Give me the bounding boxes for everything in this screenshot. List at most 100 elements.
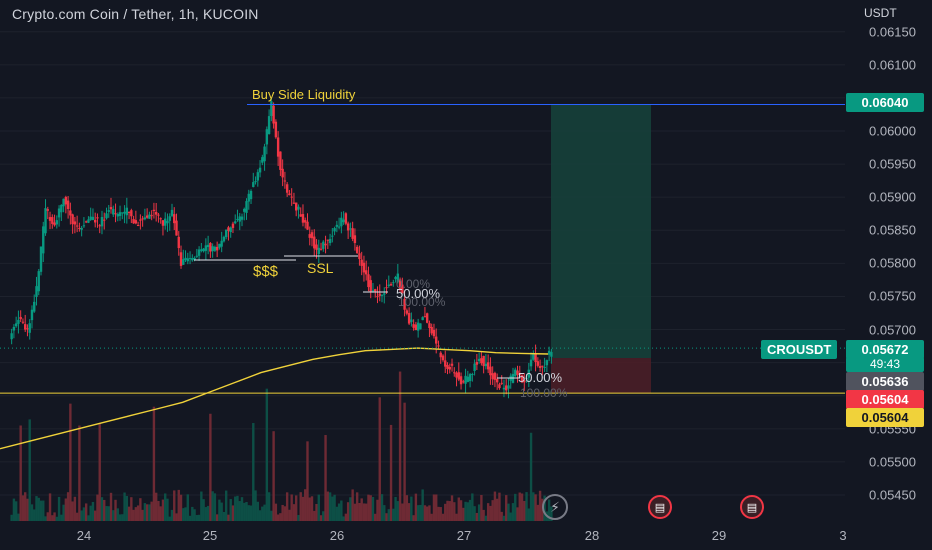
volume-bar	[353, 503, 357, 521]
candle-body	[448, 366, 451, 370]
candle-body	[351, 228, 354, 239]
candle-body	[258, 167, 262, 173]
volume-bar	[328, 492, 332, 521]
chart-title: Crypto.com Coin / Tether, 1h, KUCOIN	[12, 6, 259, 22]
candle-body	[125, 207, 129, 216]
candle-body	[64, 196, 68, 205]
volume-bar	[529, 432, 533, 521]
candle-body	[324, 243, 327, 246]
volume-bar	[191, 506, 194, 521]
candle-body	[315, 244, 318, 250]
candle-body	[396, 273, 400, 282]
volume-bar	[197, 514, 201, 521]
candle-body	[39, 246, 43, 272]
candle-body	[335, 224, 339, 227]
symbol-tag: CROUSDT	[761, 340, 838, 359]
volume-bar	[421, 489, 424, 521]
volume-bar	[53, 512, 56, 521]
volume-bar	[159, 506, 162, 521]
volume-bar	[482, 509, 485, 521]
volume-bar	[215, 514, 219, 521]
volume-bar	[195, 515, 199, 521]
volume-bar	[94, 510, 97, 521]
candle-body	[498, 384, 501, 389]
candle-body	[121, 212, 124, 214]
volume-bar	[416, 505, 420, 521]
volume-bar	[374, 513, 377, 521]
candle-body	[304, 220, 307, 223]
volume-bar	[453, 502, 456, 521]
volume-bar	[127, 506, 131, 521]
volume-bar	[71, 501, 74, 521]
lightning-icon[interactable]: ⚡	[542, 494, 568, 520]
volume-bars	[10, 371, 553, 521]
volume-bar	[270, 510, 273, 521]
candle-body	[389, 284, 393, 286]
volume-bar	[505, 495, 508, 521]
volume-bar	[392, 508, 395, 521]
candle-body	[62, 198, 65, 207]
candle-body	[527, 369, 531, 378]
candle-body	[136, 225, 140, 227]
candle-body	[247, 193, 250, 202]
volume-bar	[236, 495, 239, 521]
ssl-label: SSL	[307, 260, 334, 276]
candle-body	[523, 380, 526, 383]
candle-body	[150, 215, 153, 217]
volume-bar	[297, 515, 300, 521]
candle-body	[333, 228, 336, 232]
volume-bar	[403, 402, 406, 521]
volume-bar	[10, 514, 13, 521]
candle-body	[170, 209, 174, 216]
time-tick-label: 24	[76, 528, 92, 543]
volume-bar	[209, 413, 212, 521]
fib-upper-0-label: 0.00%	[396, 277, 431, 291]
candle-body	[28, 323, 31, 333]
volume-bar	[448, 501, 451, 521]
volume-bar	[26, 498, 29, 521]
volume-bar	[105, 506, 108, 521]
candle-body	[493, 372, 497, 380]
volume-bar	[371, 496, 375, 521]
grid	[0, 31, 845, 496]
volume-bar	[157, 500, 160, 521]
candle-body	[306, 221, 309, 230]
volume-bar	[143, 503, 147, 521]
volume-bar	[480, 494, 483, 521]
volume-bar	[457, 497, 460, 521]
volume-bar	[107, 506, 110, 521]
volume-bar	[412, 515, 415, 521]
loss-zone	[551, 358, 651, 394]
fib-upper-50-label: 50.00%	[396, 286, 441, 301]
fib-upper-100-label: 100.00%	[398, 295, 446, 309]
candle-body	[195, 255, 199, 257]
candle-body	[80, 227, 83, 230]
volume-bar	[299, 492, 302, 521]
candle-body	[55, 220, 59, 225]
volume-bar	[252, 423, 255, 521]
candle-body	[168, 216, 171, 221]
volume-bar	[170, 509, 174, 521]
volume-bar	[489, 505, 492, 521]
candle-body	[91, 216, 95, 220]
dollar-label: $$$	[253, 263, 279, 280]
volume-bar	[446, 500, 449, 521]
volume-bar	[495, 498, 499, 521]
volume-bar	[130, 497, 133, 521]
time-tick-label: 26	[329, 528, 345, 543]
volume-bar	[520, 493, 524, 521]
candle-body	[328, 238, 332, 244]
price-tick-label: 0.05800	[869, 255, 916, 271]
us-flag-event-icon[interactable]: ▤	[740, 495, 764, 519]
volume-bar	[283, 506, 287, 521]
candle-body	[21, 321, 25, 323]
volume-bar	[116, 508, 119, 521]
volume-bar	[245, 501, 248, 521]
us-flag-event-icon[interactable]: ▤	[648, 495, 672, 519]
candle-body	[444, 360, 447, 367]
volume-bar	[432, 494, 436, 521]
candle-body	[186, 258, 189, 262]
candle-body	[105, 213, 108, 219]
candle-body	[182, 259, 185, 265]
candle-body	[414, 324, 418, 331]
